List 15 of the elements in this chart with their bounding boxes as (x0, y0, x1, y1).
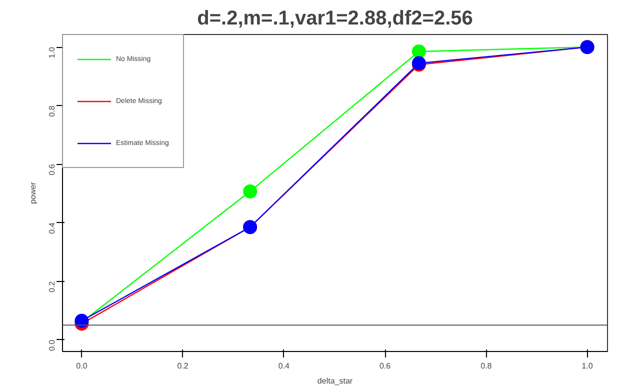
y-tick-label: 0.0 (48, 339, 56, 351)
x-tick-label: 0.4 (278, 362, 290, 370)
y-tick-label: 0.6 (48, 164, 56, 176)
chart-title: d=.2,m=.1,var1=2.88,df2=2.56 (197, 8, 473, 30)
x-tick-label: 1.0 (582, 362, 594, 370)
x-axis-title: delta_star (317, 376, 353, 386)
x-tick-label: 0.6 (379, 362, 392, 370)
x-tick-label: 0.8 (480, 362, 492, 370)
y-tick-label: 0.2 (48, 280, 56, 292)
x-tick-label: 0.0 (76, 362, 88, 370)
y-tick-label: 0.8 (48, 105, 56, 117)
y-tick-label: 1.0 (48, 46, 56, 58)
y-tick-label: 0.4 (48, 222, 56, 234)
x-tick-label: 0.2 (177, 362, 189, 370)
y-axis-title: power (28, 182, 38, 204)
